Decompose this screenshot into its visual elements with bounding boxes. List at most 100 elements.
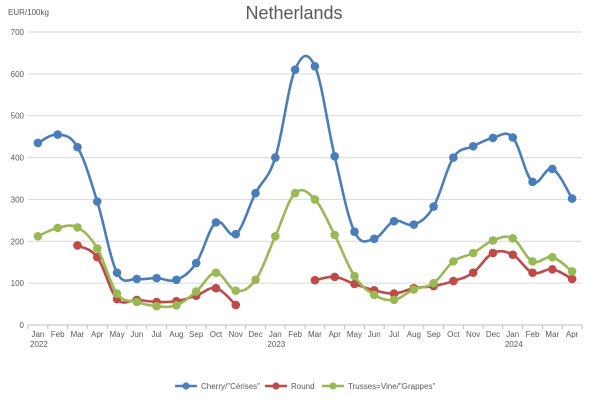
legend-swatch-marker <box>329 382 337 390</box>
data-point <box>73 241 82 250</box>
data-point <box>53 223 62 233</box>
legend-label: Cherry/"Cérises" <box>201 382 260 391</box>
data-point <box>53 130 62 139</box>
series-group <box>73 241 577 310</box>
x-tick-label: Sep <box>426 330 441 339</box>
series-group <box>33 54 577 285</box>
legend-label: Round <box>291 382 315 391</box>
y-tick-label: 100 <box>11 279 25 288</box>
data-point <box>468 141 478 151</box>
x-tick-label: Nov <box>466 330 480 339</box>
data-point <box>488 133 498 143</box>
y-tick-label: 500 <box>11 112 25 121</box>
y-tick-label: 300 <box>11 195 25 204</box>
data-point <box>132 297 142 307</box>
x-tick-label: Feb <box>51 330 65 339</box>
x-tick-label: Oct <box>210 330 223 339</box>
data-point <box>449 153 458 162</box>
data-point <box>567 274 577 284</box>
x-tick-label: Jan <box>269 330 282 339</box>
data-point <box>33 231 43 241</box>
data-point <box>271 231 280 241</box>
data-point <box>350 271 359 281</box>
data-point <box>369 234 379 244</box>
data-point <box>73 223 82 232</box>
legend-label: Trusses=Vine/"Grappes" <box>348 382 435 391</box>
data-point <box>231 229 241 239</box>
data-point <box>92 197 102 206</box>
y-tick-label: 0 <box>20 321 25 330</box>
data-point <box>389 295 399 305</box>
y-tick-label: 600 <box>11 70 25 79</box>
data-point <box>112 289 122 298</box>
data-point <box>567 194 577 203</box>
x-year-label: 2023 <box>267 340 285 349</box>
data-point <box>73 142 82 152</box>
data-point <box>330 272 339 282</box>
data-point <box>191 287 201 296</box>
x-tick-label: May <box>109 330 124 339</box>
data-point <box>290 65 300 74</box>
data-point <box>152 301 161 311</box>
data-point <box>468 268 478 277</box>
x-tick-label: Dec <box>486 330 500 339</box>
x-year-label: 2022 <box>30 340 48 349</box>
data-point <box>508 234 518 243</box>
x-tick-label: Aug <box>407 330 421 339</box>
x-tick-label: Apr <box>566 330 579 339</box>
x-tick-label: Sep <box>189 330 204 339</box>
y-axis-ticks: 0 100 200 300 400 500 600 700 <box>11 28 25 330</box>
data-point <box>271 153 280 162</box>
x-tick-label: Mar <box>545 330 559 339</box>
data-point <box>290 188 300 198</box>
data-point <box>429 278 438 288</box>
x-tick-label: Oct <box>447 330 460 339</box>
data-point <box>528 268 537 277</box>
data-point <box>468 248 478 258</box>
data-point <box>191 258 201 268</box>
data-point <box>251 188 260 198</box>
x-tick-label: Mar <box>308 330 322 339</box>
data-point <box>132 274 142 284</box>
x-tick-label: Apr <box>91 330 104 339</box>
chart-title: Netherlands <box>245 3 342 23</box>
data-point <box>449 276 458 286</box>
y-axis-unit-label: EUR/100kg <box>8 8 49 17</box>
data-point <box>350 279 359 289</box>
data-point <box>548 164 557 174</box>
y-tick-label: 700 <box>11 28 25 37</box>
x-tick-label: Jun <box>368 330 381 339</box>
x-tick-label: Jul <box>151 330 161 339</box>
data-point <box>172 275 181 285</box>
x-axis-ticks: Jan Feb Mar Apr May Jun Jul Aug Sep Oct Nov Dec Jan F… <box>27 325 583 349</box>
data-point <box>211 283 221 293</box>
y-tick-label: 200 <box>11 237 25 246</box>
x-tick-label: Apr <box>328 330 341 339</box>
data-point <box>389 216 399 226</box>
data-point <box>33 138 43 148</box>
data-point <box>567 267 577 276</box>
data-point <box>92 244 102 253</box>
data-point <box>211 268 221 277</box>
data-point <box>152 273 161 283</box>
data-point <box>429 202 438 211</box>
x-tick-label: Mar <box>71 330 85 339</box>
data-point <box>389 289 399 298</box>
data-point <box>310 275 320 285</box>
series-line <box>36 54 574 282</box>
data-point <box>231 286 241 295</box>
data-point <box>330 230 339 240</box>
data-point <box>310 195 320 204</box>
x-tick-label: Jan <box>31 330 44 339</box>
data-point <box>548 265 557 274</box>
data-point <box>251 275 260 285</box>
data-point <box>172 301 181 310</box>
series-line <box>36 188 574 309</box>
data-point <box>310 62 320 71</box>
x-tick-label: May <box>347 330 362 339</box>
data-point <box>528 257 537 266</box>
data-point <box>528 177 537 187</box>
x-tick-label: Nov <box>229 330 243 339</box>
x-tick-label: Jun <box>130 330 143 339</box>
